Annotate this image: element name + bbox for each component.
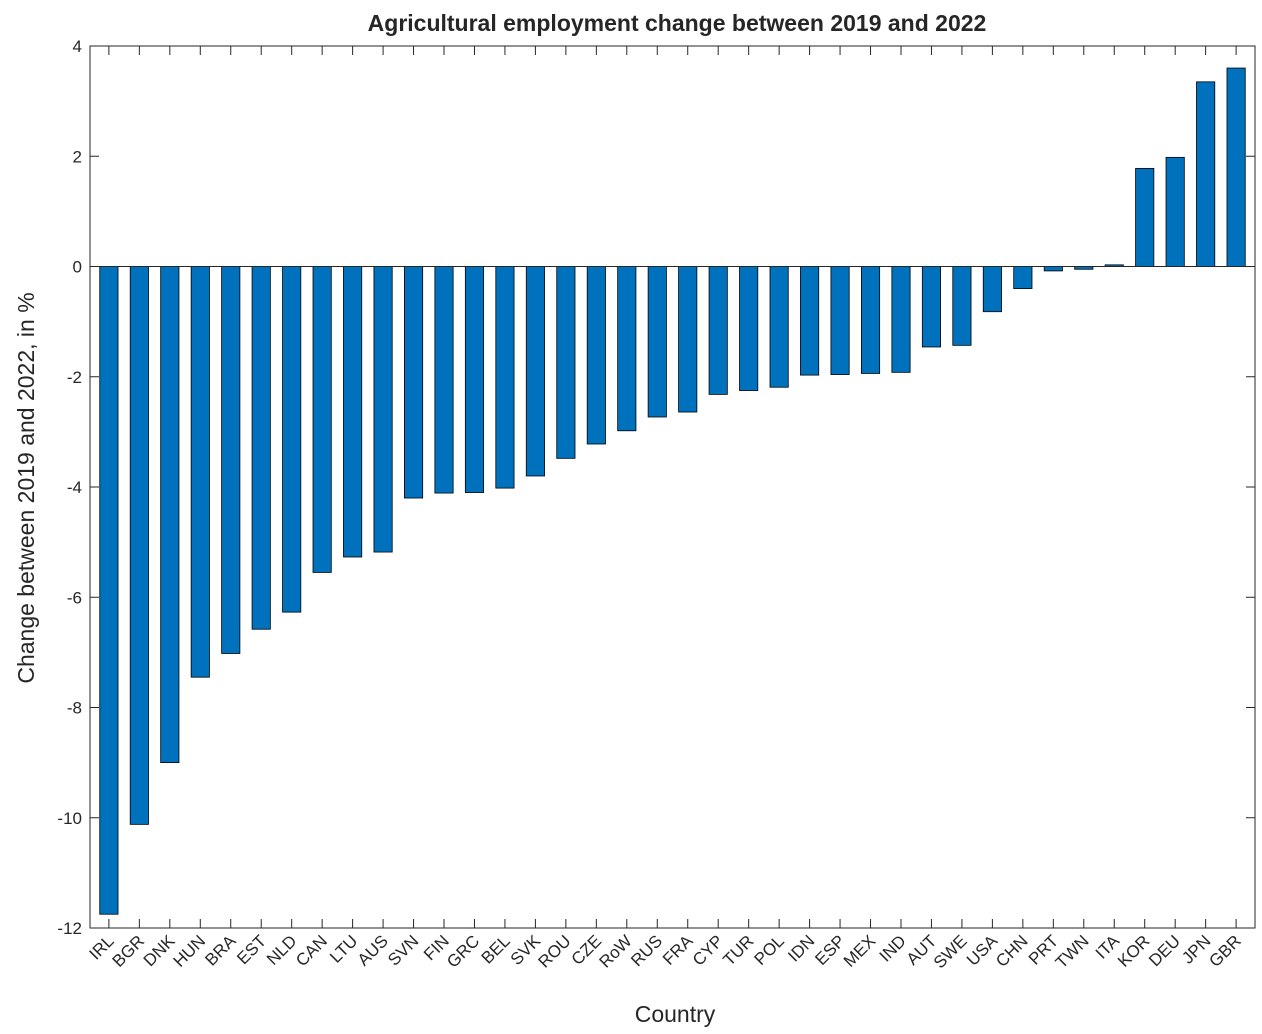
x-tick-label: RUS <box>627 931 666 970</box>
x-tick-label: BRA <box>201 931 240 970</box>
x-tick-label: USA <box>963 931 1002 970</box>
x-tick-label: SVN <box>384 931 422 969</box>
y-tick-label: -10 <box>57 809 82 828</box>
bar-nld <box>282 266 302 613</box>
x-tick-label: IND <box>876 931 910 965</box>
x-tick-label: IDN <box>784 931 818 965</box>
y-tick-label: 2 <box>73 147 82 166</box>
bar-rou <box>556 266 576 459</box>
x-tick-label: FRA <box>659 931 697 969</box>
y-tick-label: -6 <box>67 588 82 607</box>
x-tick-label: GBR <box>1205 931 1244 970</box>
x-tick-label: HUN <box>170 931 209 970</box>
x-tick-label: RoW <box>595 931 635 971</box>
x-tick-label: BGR <box>109 931 148 970</box>
x-tick-label: CHN <box>992 931 1031 970</box>
y-tick-label: -4 <box>67 478 82 497</box>
x-tick-label: POL <box>750 931 787 968</box>
chart-title: Agricultural employment change between 2… <box>368 10 987 36</box>
x-tick-label: BEL <box>478 931 514 967</box>
x-tick-label: EST <box>233 931 270 968</box>
bar-jpn <box>1196 81 1216 267</box>
x-tick-label: KOR <box>1114 931 1153 970</box>
bar-pol <box>769 266 789 388</box>
bar-esp <box>830 266 850 375</box>
y-tick-label: 4 <box>73 37 82 56</box>
x-tick-label: ROU <box>535 931 575 971</box>
bar-aut <box>921 266 941 348</box>
x-tick-label: SWE <box>930 931 971 972</box>
bar-irl <box>99 266 119 915</box>
x-tick-label: TWN <box>1052 931 1093 972</box>
bar-prt <box>1043 266 1063 272</box>
bar-bel <box>495 266 515 489</box>
bar-fin <box>434 266 454 494</box>
y-tick-label: -2 <box>67 368 82 387</box>
x-tick-label: GRC <box>443 931 483 971</box>
bar-kor <box>1135 167 1155 267</box>
y-tick-labels: 4 2 0 -2 -4 -6 -8 -10 -12 <box>57 37 82 938</box>
bar-usa <box>982 266 1002 313</box>
x-tick-label: NLD <box>263 931 300 968</box>
bar-deu <box>1165 156 1185 267</box>
bar-row <box>617 266 637 432</box>
bar-mex <box>860 266 881 374</box>
x-tick-label: LTU <box>326 931 361 966</box>
bar-gbr <box>1226 67 1246 267</box>
bar-can <box>312 266 332 573</box>
bar-rus <box>647 266 667 418</box>
bar-aus <box>373 266 393 553</box>
bar-dnk <box>160 266 180 764</box>
x-tick-label: DNK <box>140 931 179 970</box>
x-tick-label: AUS <box>354 931 392 969</box>
bar-swe <box>952 266 972 346</box>
bar-svk <box>525 266 545 477</box>
x-axis-label: Country <box>635 1001 716 1027</box>
bar-fra <box>678 266 698 413</box>
y-tick-label: -8 <box>67 699 82 718</box>
bar-chn <box>1013 266 1033 289</box>
bar-bgr <box>129 266 149 825</box>
x-tick-label: CAN <box>292 931 331 970</box>
bars-layer <box>99 67 1246 915</box>
x-tick-label: TUR <box>719 931 757 969</box>
bar-tur <box>739 266 759 391</box>
y-axis-label: Change between 2019 and 2022, in % <box>13 292 39 683</box>
x-tick-label: ESP <box>811 931 848 968</box>
bar-svn <box>404 266 424 499</box>
x-tick-label: MEX <box>840 931 879 970</box>
y-tick-label: -12 <box>57 919 82 938</box>
ticks-layer <box>90 45 1255 929</box>
bar-est <box>251 266 271 630</box>
x-tick-labels: IRLBGRDNKHUNBRAESTNLDCANLTUAUSSVNFINGRCB… <box>86 931 1245 972</box>
bar-cyp <box>708 266 728 395</box>
bar-grc <box>464 266 485 493</box>
bar-idn <box>800 266 820 376</box>
bar-bra <box>221 266 241 654</box>
y-tick-label: 0 <box>73 258 82 277</box>
x-tick-label: DEU <box>1145 931 1184 970</box>
bar-ltu <box>343 266 363 558</box>
bar-hun <box>190 266 210 678</box>
bar-cze <box>586 266 606 445</box>
bar-ind <box>891 266 911 373</box>
x-tick-label: CYP <box>689 931 727 969</box>
